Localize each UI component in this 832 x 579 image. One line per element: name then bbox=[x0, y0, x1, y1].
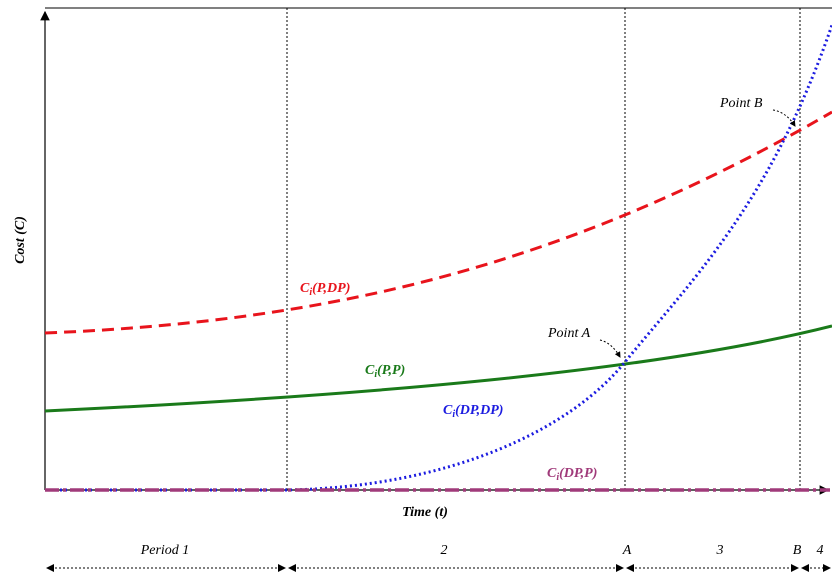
curve-p-dp bbox=[44, 110, 832, 335]
point-arrow bbox=[772, 109, 796, 127]
curve-label: Ci(P,DP) bbox=[300, 281, 350, 298]
point-label: Point A bbox=[547, 326, 591, 341]
curve-label: Ci(DP,DP) bbox=[443, 403, 503, 420]
period-label: 3 bbox=[716, 543, 724, 558]
period-label: 2 bbox=[441, 543, 448, 558]
dividers bbox=[286, 8, 801, 490]
curve-p-p bbox=[44, 324, 832, 413]
x-axis-title: Time (t) bbox=[402, 505, 448, 520]
point-label: Point B bbox=[719, 96, 763, 111]
period-label: Period 1 bbox=[140, 543, 190, 558]
point-arrow bbox=[599, 339, 621, 358]
curve-label: Ci(DP,P) bbox=[547, 466, 597, 483]
period-label: 4 bbox=[817, 543, 824, 558]
marker-label: B bbox=[793, 543, 802, 558]
curve-label: Ci(P,P) bbox=[365, 363, 405, 380]
marker-label: A bbox=[622, 543, 632, 558]
y-axis-title: Cost (C) bbox=[13, 216, 28, 264]
curve-dp-dp bbox=[45, 24, 832, 492]
